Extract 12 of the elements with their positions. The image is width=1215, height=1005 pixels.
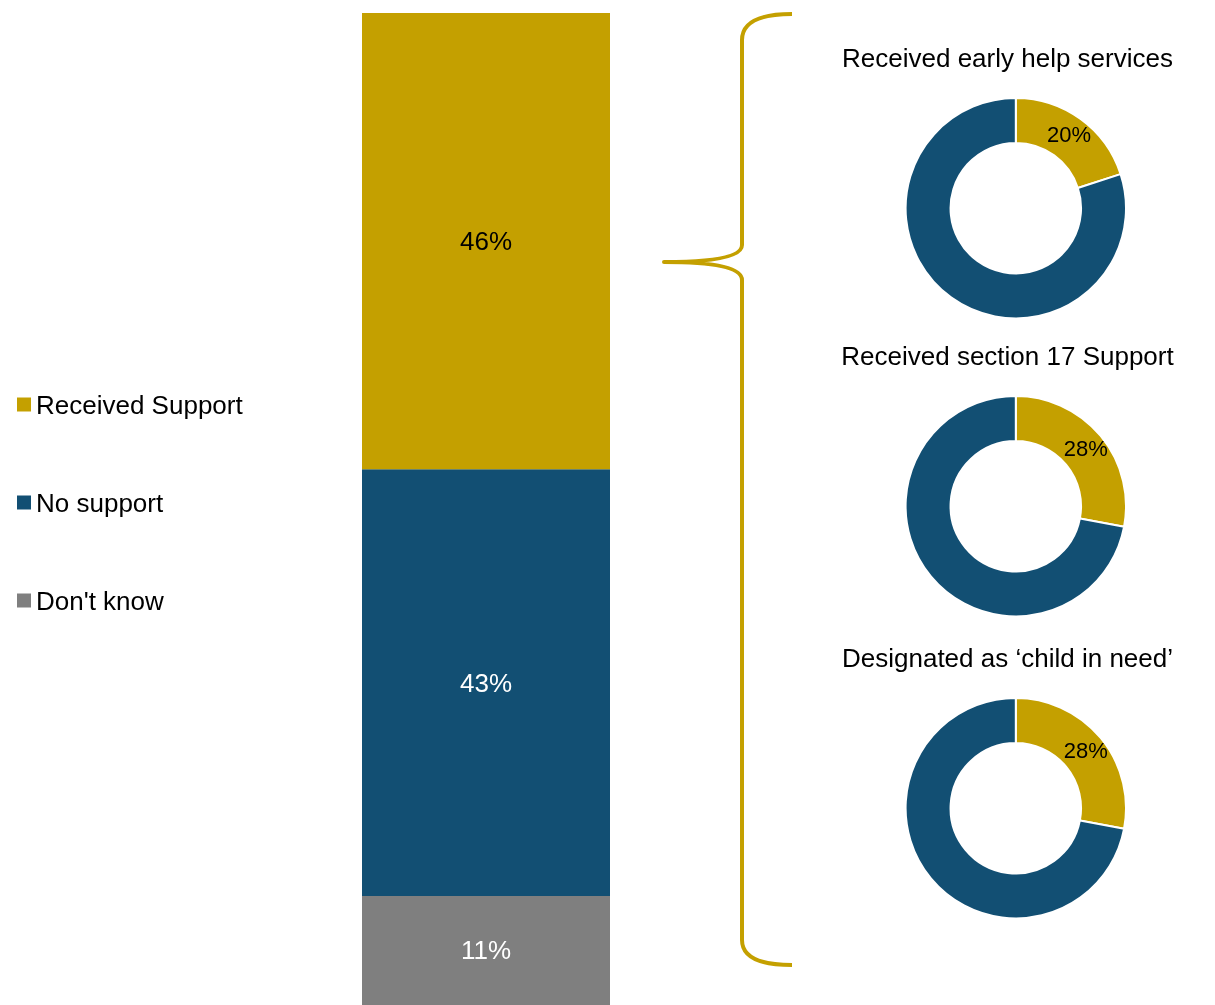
data-label: 28%: [1063, 435, 1108, 461]
chart-title: Received section 17 Support: [841, 341, 1175, 371]
data-label: 46%: [459, 226, 513, 257]
legend-label: No support: [36, 487, 164, 518]
data-label: 43%: [459, 667, 513, 698]
data-label: 20%: [1047, 122, 1092, 148]
chart-title: Designated as ‘child in need’: [842, 643, 1173, 673]
legend-label: Don't know: [36, 585, 165, 616]
legend-label: Received Support: [36, 389, 244, 420]
data-label: 28%: [1063, 737, 1108, 763]
data-label: 11%: [460, 935, 512, 966]
chart-title: Received early help services: [842, 43, 1173, 73]
